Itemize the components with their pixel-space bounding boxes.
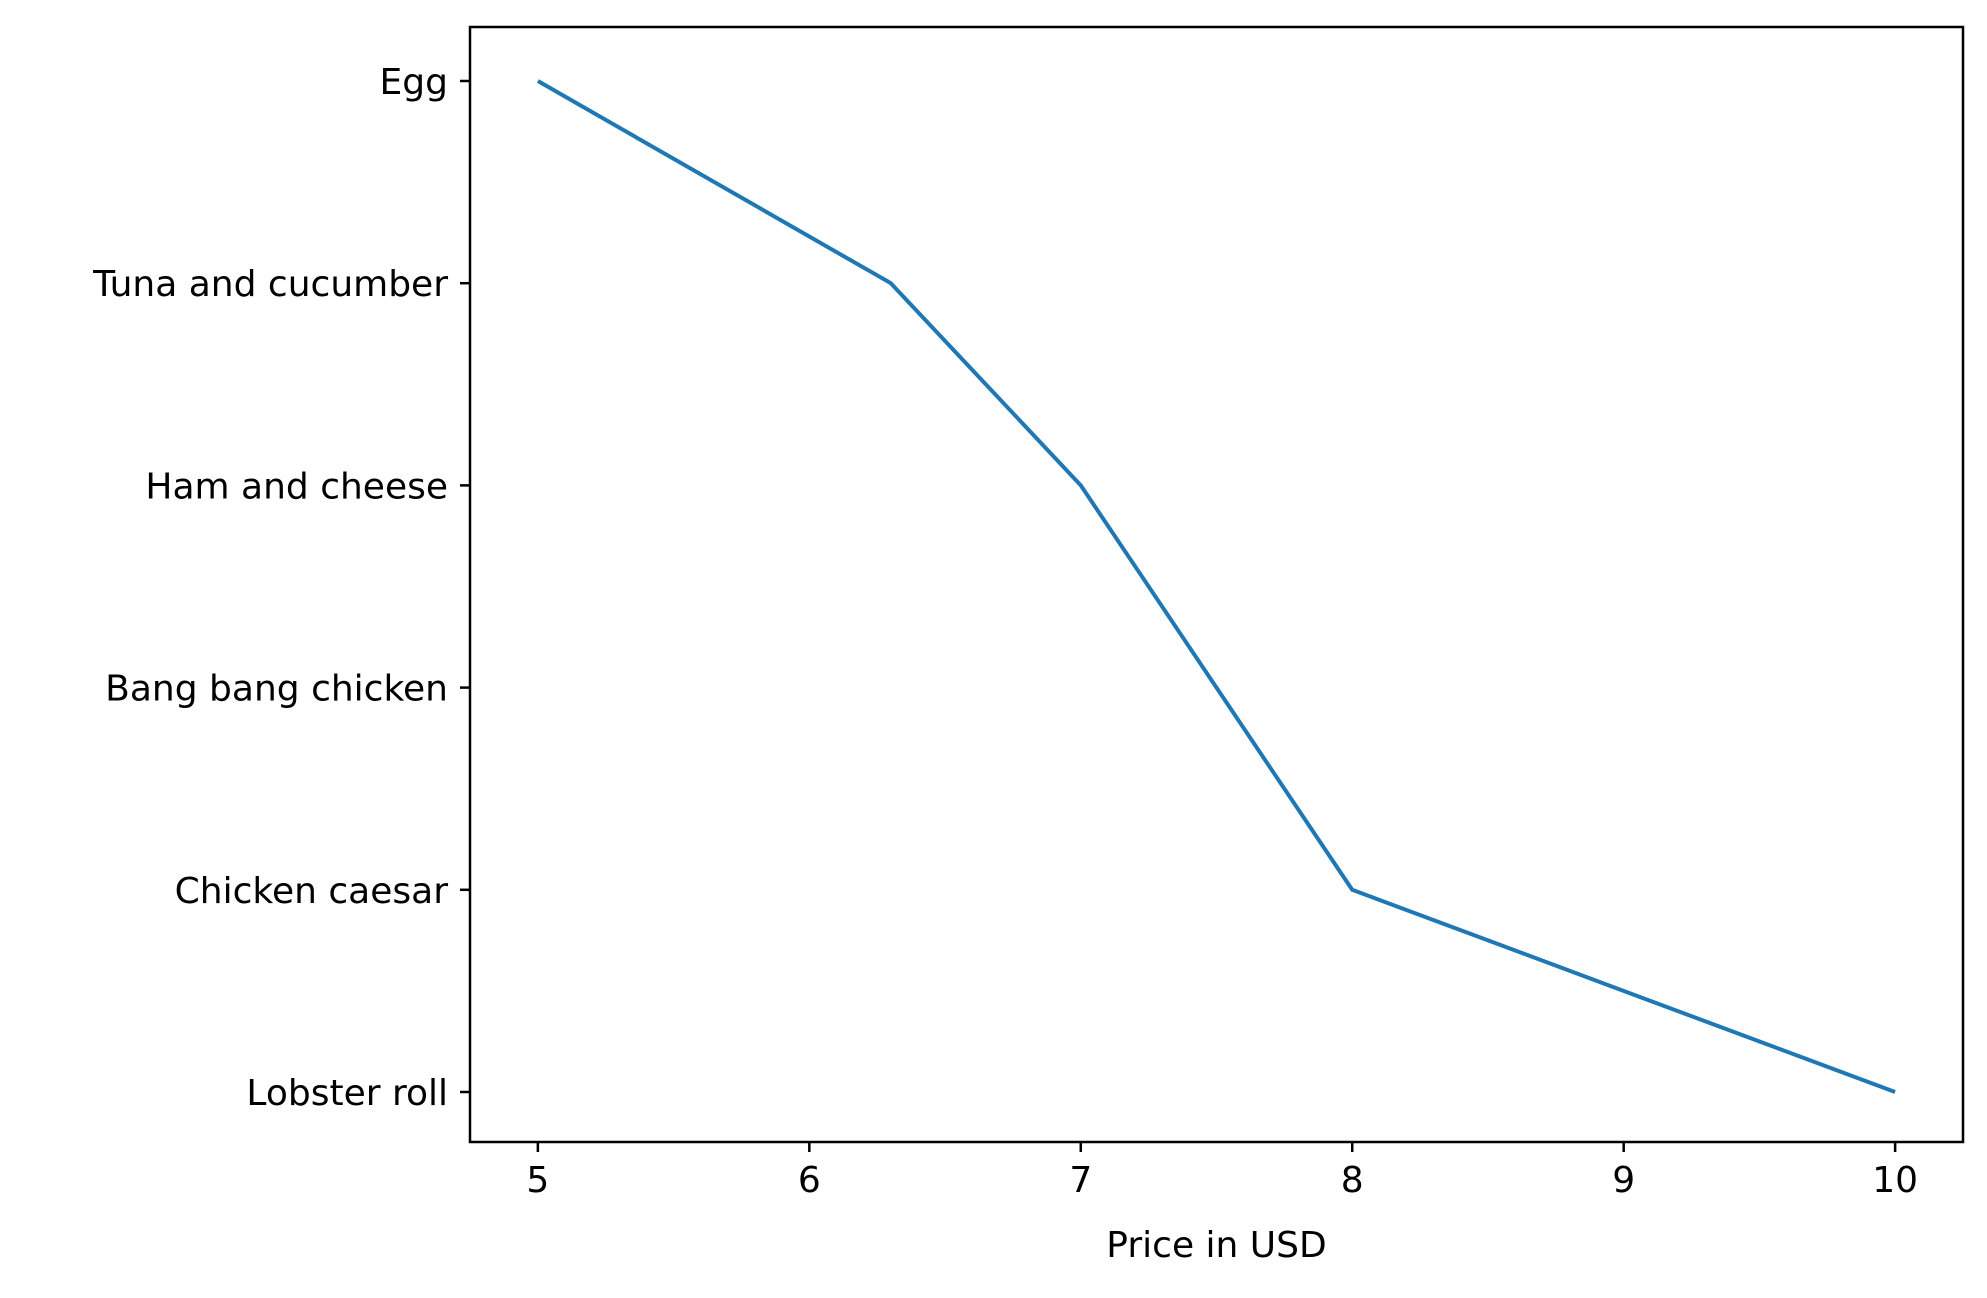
x-axis-label: Price in USD: [1106, 1225, 1326, 1266]
series-line: [536, 79, 1896, 1094]
x-axis-ticks: 5 6 7 8 9 10: [526, 1142, 1918, 1201]
y-tick-label: Tuna and cucumber: [92, 264, 448, 305]
x-tick-label: 6: [798, 1160, 821, 1201]
y-tick-label: Chicken caesar: [175, 871, 449, 912]
x-tick-label: 8: [1341, 1160, 1364, 1201]
y-axis-ticks: Egg Tuna and cucumber Ham and cheese Bang b…: [92, 62, 470, 1114]
x-tick-label: 9: [1612, 1160, 1635, 1201]
y-tick-label: Egg: [380, 62, 448, 103]
x-tick-label: 10: [1872, 1160, 1918, 1201]
y-tick-label: Ham and cheese: [145, 466, 448, 507]
plot-frame: [468, 25, 1965, 1144]
y-tick-label: Lobster roll: [246, 1073, 448, 1114]
y-tick-label: Bang bang chicken: [105, 669, 448, 710]
x-tick-label: 7: [1069, 1160, 1092, 1201]
x-tick-label: 5: [526, 1160, 549, 1201]
